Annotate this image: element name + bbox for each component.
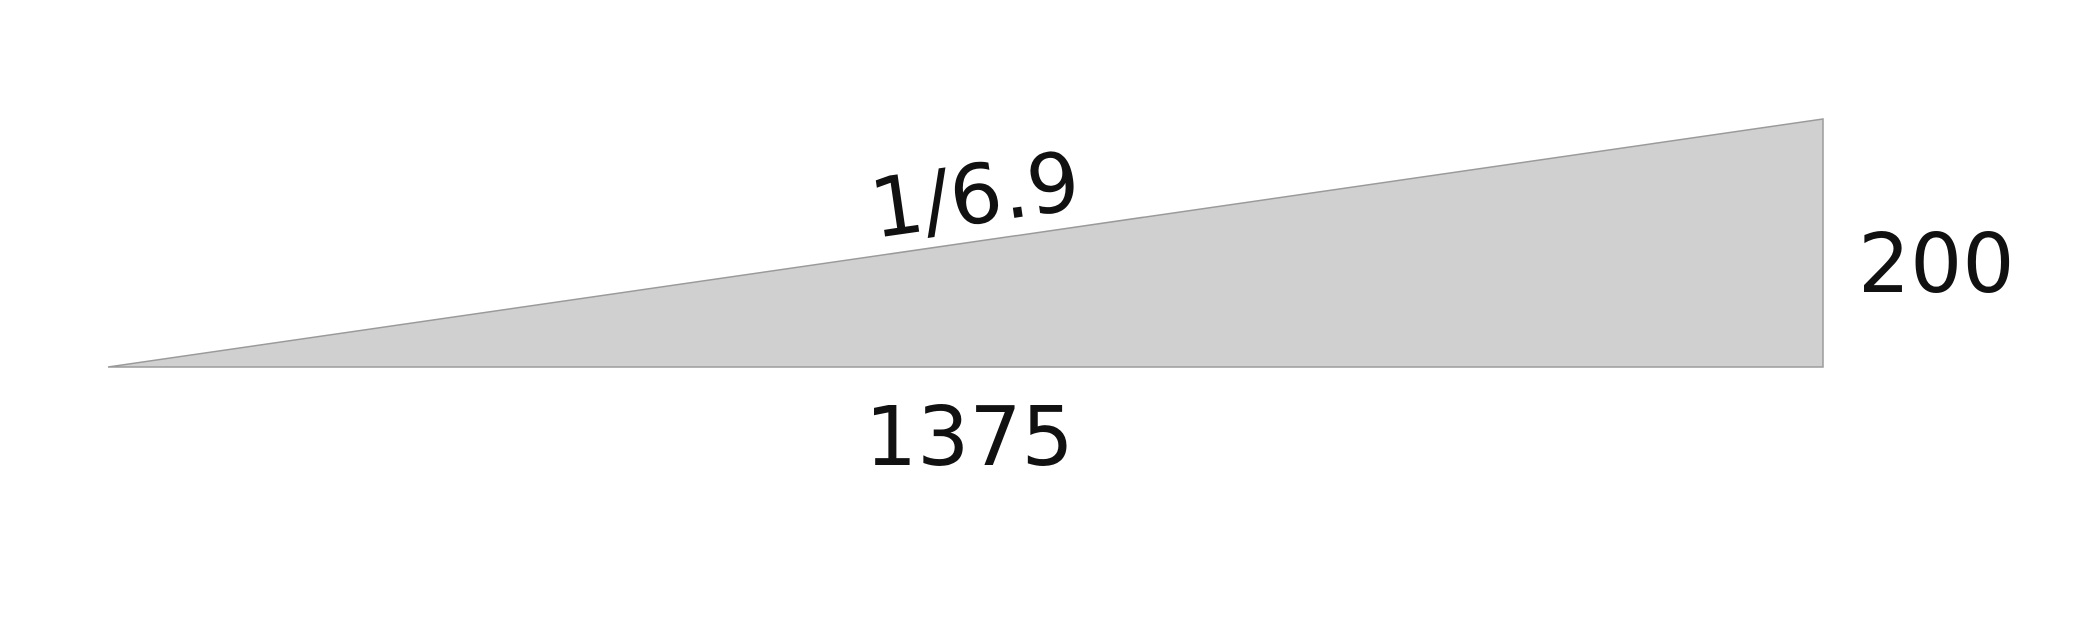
base-length-label: 1375 bbox=[865, 390, 1074, 485]
slope-triangle bbox=[107, 118, 1824, 368]
height-label: 200 bbox=[1858, 217, 2015, 312]
